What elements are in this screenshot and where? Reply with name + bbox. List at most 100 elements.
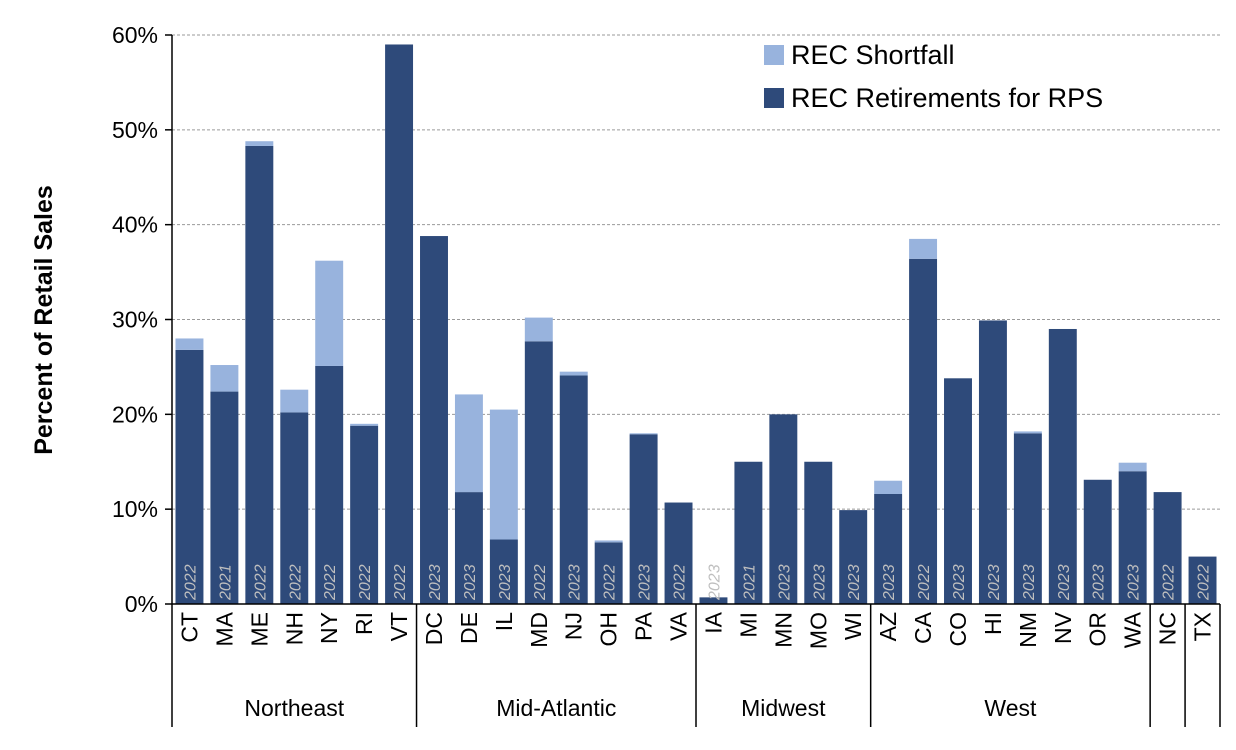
y-tick-labels: 0% 10% 20% 30% 40% 50% 60%	[112, 22, 158, 617]
bar-retirements-vt	[385, 44, 414, 604]
bar-shortfall-az	[874, 480, 903, 494]
year-label-nm: 2023	[1021, 564, 1038, 601]
bar-retirements-nc	[1153, 492, 1182, 604]
y-tick-label: 30%	[112, 307, 158, 333]
legend-swatch	[764, 45, 784, 65]
x-tick-label-tx: TX	[1190, 612, 1216, 641]
bar-retirements-md	[524, 341, 553, 604]
x-tick-label-nh: NH	[281, 612, 307, 645]
bar-retirements-co	[944, 378, 972, 604]
x-tick-label-nj: NJ	[561, 612, 587, 640]
bar-retirements-dc	[420, 236, 448, 604]
year-label-nh: 2022	[287, 564, 304, 601]
year-label-mn: 2023	[776, 564, 793, 601]
x-tick-label-dc: DC	[421, 612, 447, 645]
y-tick-label: 60%	[112, 22, 158, 48]
bar-retirements-ca	[909, 258, 938, 604]
x-tick-label-wa: WA	[1120, 611, 1146, 648]
bar-retirements-mo	[804, 461, 833, 604]
bar-retirements-pa	[629, 434, 658, 604]
x-tick-label-il: IL	[491, 612, 517, 631]
x-tick-label-oh: OH	[596, 612, 622, 647]
bar-shortfall-ri	[350, 423, 379, 426]
x-tick-label-ma: MA	[211, 611, 237, 646]
year-label-hi: 2023	[986, 564, 1003, 601]
year-label-ri: 2022	[357, 564, 374, 601]
bar-shortfall-pa	[629, 433, 658, 435]
y-tick-label: 10%	[112, 496, 158, 522]
bars	[175, 44, 1217, 604]
year-label-ia: 2023	[706, 564, 723, 601]
bar-retirements-mn	[769, 414, 798, 604]
x-tick-label-md: MD	[526, 612, 552, 648]
y-tick-label: 20%	[112, 401, 158, 427]
x-tick-label-or: OR	[1085, 612, 1111, 647]
bar-retirements-az	[874, 493, 903, 604]
bar-retirements-de	[454, 492, 483, 604]
x-tick-label-mn: MN	[770, 612, 796, 648]
bar-shortfall-oh	[594, 540, 623, 543]
x-tick-label-az: AZ	[875, 612, 901, 641]
year-label-wa: 2023	[1126, 564, 1143, 601]
bar-shortfall-nj	[559, 371, 588, 376]
bar-shortfall-ct	[175, 338, 204, 350]
year-label-de: 2023	[462, 564, 479, 601]
bar-retirements-tx	[1188, 556, 1217, 604]
legend: REC Shortfall REC Retirements for RPS	[764, 40, 1103, 113]
year-label-ma: 2021	[217, 564, 234, 601]
x-tick-label-wi: WI	[840, 612, 866, 640]
bar-retirements-mi	[734, 461, 763, 604]
year-label-md: 2022	[532, 564, 549, 601]
year-label-tx: 2022	[1196, 564, 1213, 601]
x-tick-label-ny: NY	[316, 612, 342, 644]
year-label-nc: 2022	[1161, 564, 1178, 601]
x-tick-label-nm: NM	[1015, 612, 1041, 648]
x-tick-label-va: VA	[666, 611, 692, 641]
x-tick-label-ct: CT	[176, 612, 202, 643]
year-label-ny: 2022	[322, 564, 339, 601]
year-label-wi: 2023	[846, 564, 863, 601]
bar-shortfall-nm	[1013, 431, 1042, 434]
year-label-mo: 2023	[811, 564, 828, 601]
bar-shortfall-me	[245, 141, 274, 146]
region-label: Mid-Atlantic	[496, 695, 616, 721]
bar-shortfall-ma	[210, 365, 239, 392]
bar-shortfall-ny	[315, 260, 344, 366]
region-groups: Northeast Mid-Atlantic Midwest West	[171, 604, 1221, 727]
bar-shortfall-nh	[280, 389, 309, 413]
x-tick-label-mo: MO	[805, 612, 831, 649]
bar-shortfall-md	[524, 317, 553, 342]
x-tick-label-co: CO	[945, 612, 971, 647]
y-tick-label: 50%	[112, 117, 158, 143]
bar-shortfall-ca	[909, 238, 938, 259]
y-tick-label: 40%	[112, 212, 158, 238]
region-label: Midwest	[741, 695, 826, 721]
year-label-az: 2023	[881, 564, 898, 601]
bar-retirements-or	[1083, 479, 1112, 604]
year-label-co: 2023	[951, 564, 968, 601]
year-label-nj: 2023	[567, 564, 584, 601]
bar-retirements-nj	[559, 375, 588, 604]
bar-shortfall-de	[454, 394, 483, 493]
year-label-dc: 2023	[427, 564, 444, 601]
x-tick-label-nv: NV	[1050, 611, 1076, 644]
bar-retirements-hi	[978, 320, 1007, 604]
x-tick-label-ca: CA	[910, 611, 936, 644]
year-label-va: 2022	[672, 564, 689, 601]
region-label: Northeast	[244, 695, 344, 721]
year-label-mi: 2021	[741, 564, 758, 601]
legend-label: REC Shortfall	[791, 40, 955, 70]
x-tick-label-vt: VT	[386, 612, 412, 641]
x-tick-label-me: ME	[246, 612, 272, 647]
bar-retirements-va	[664, 502, 693, 604]
bar-retirements-ri	[350, 425, 379, 604]
year-label-nv: 2023	[1056, 564, 1073, 601]
bar-retirements-nm	[1013, 433, 1042, 604]
bar-retirements-me	[245, 145, 274, 604]
year-label-oh: 2022	[602, 564, 619, 601]
y-axis-label: Percent of Retail Sales	[30, 185, 58, 455]
region-label: West	[984, 695, 1037, 721]
bar-retirements-ct	[175, 349, 204, 604]
x-tick-label-ia: IA	[700, 611, 726, 633]
